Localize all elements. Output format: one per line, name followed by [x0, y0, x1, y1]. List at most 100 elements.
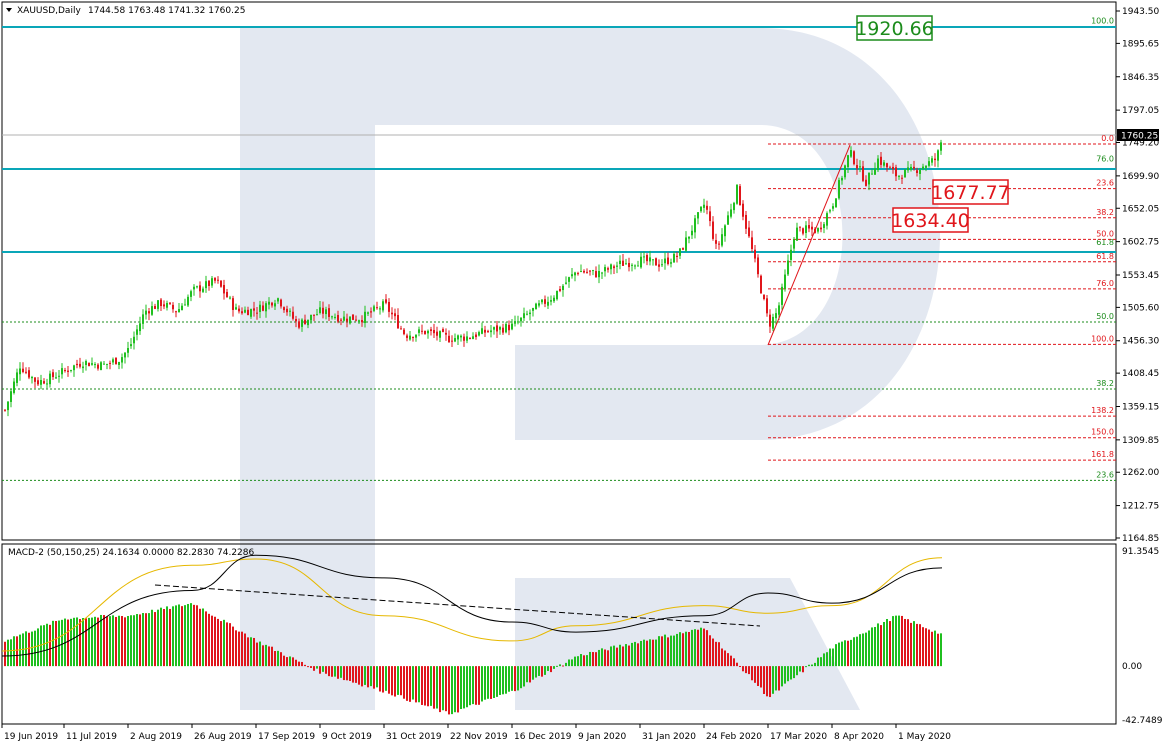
macd-bar [139, 614, 141, 667]
macd-bar [547, 666, 549, 671]
candle-body [646, 255, 648, 262]
candle-body [721, 234, 723, 246]
candle-body [793, 239, 795, 249]
macd-bar [634, 641, 636, 667]
candle-body [808, 225, 810, 229]
macd-bar [511, 666, 513, 691]
candle-body [421, 330, 423, 332]
macd-bar [727, 653, 729, 667]
candle-body [916, 170, 918, 174]
candle [739, 184, 741, 206]
candle-body [559, 288, 561, 291]
macd-bar [643, 639, 645, 667]
macd-bar [649, 639, 651, 667]
macd-bar [334, 666, 336, 677]
candle [604, 264, 606, 277]
macd-bar [871, 627, 873, 667]
candle [826, 211, 828, 230]
candle-body [607, 268, 609, 270]
support-2-box [892, 207, 969, 233]
candle [940, 139, 942, 155]
macd-bar [865, 632, 867, 667]
candle-body [508, 324, 510, 331]
candle [643, 251, 645, 264]
candle-body [715, 240, 717, 244]
macd-bar [802, 666, 804, 673]
candle-body [805, 225, 807, 233]
macd-bar [595, 652, 597, 667]
candle [409, 330, 411, 341]
macd-bar [295, 659, 297, 667]
candle [277, 297, 279, 304]
macd-bar [577, 656, 579, 667]
dropdown-triangle-icon[interactable] [6, 8, 12, 12]
macd-bar [520, 666, 522, 689]
candle-body [676, 255, 678, 258]
candle [247, 306, 249, 316]
candle-body [610, 264, 612, 270]
macd-bar [481, 666, 483, 702]
candle [211, 275, 213, 288]
macd-bar [250, 637, 252, 667]
candle-body [322, 307, 324, 314]
candle [457, 334, 459, 345]
candle-body [445, 332, 447, 335]
macd-bar [400, 666, 402, 696]
fib-long-label: 61.8 [1096, 238, 1114, 247]
candle-body [487, 330, 489, 332]
macd-bar [832, 648, 834, 667]
fib-long-label: 38.2 [1096, 379, 1114, 388]
candle-body [532, 308, 534, 311]
candle-body [79, 363, 81, 367]
macd-bar [70, 618, 72, 667]
macd-bar [940, 633, 942, 667]
macd-bar [118, 615, 120, 667]
candle [232, 295, 234, 317]
macd-bar [325, 666, 327, 674]
candle [541, 299, 543, 305]
macd-bar [37, 628, 39, 667]
macd-bar [472, 666, 474, 705]
candle [715, 233, 717, 249]
candle [652, 259, 654, 266]
macd-bar [76, 617, 78, 667]
macd-bar [130, 615, 132, 667]
candle [817, 227, 819, 234]
candle-body [712, 221, 714, 239]
candle-body [694, 218, 696, 233]
candle-body [499, 327, 501, 330]
candle-body [178, 309, 180, 313]
macd-bar [907, 619, 909, 667]
candle-body [901, 177, 903, 179]
date-tick-label: 31 Jan 2020 [642, 732, 696, 742]
candle [4, 409, 6, 412]
candle-body [88, 362, 90, 367]
date-tick-label: 8 Apr 2020 [834, 732, 884, 742]
candle [430, 326, 432, 336]
macd-bar [901, 615, 903, 667]
macd-bar [931, 631, 933, 667]
price-tick-label: 1943.50 [1122, 7, 1159, 17]
macd-bar [580, 654, 582, 667]
macd-bar [673, 635, 675, 667]
macd-bar [532, 666, 534, 680]
candle-body [796, 227, 798, 241]
candle-body [592, 270, 594, 272]
candle [886, 162, 888, 172]
candle-body [160, 299, 162, 307]
macd-bar [352, 666, 354, 683]
price-tick-label: 1505.60 [1122, 303, 1159, 313]
candle [172, 302, 174, 313]
macd-bar [307, 666, 309, 668]
candle [565, 276, 567, 285]
candle [613, 264, 615, 274]
macd-bar [112, 615, 114, 667]
candle-body [823, 224, 825, 228]
candle [877, 155, 879, 172]
date-tick-label: 26 Aug 2019 [194, 732, 252, 742]
candle-body [781, 286, 783, 305]
candle [601, 271, 603, 279]
macd-bar [487, 666, 489, 699]
candle-body [589, 270, 591, 272]
